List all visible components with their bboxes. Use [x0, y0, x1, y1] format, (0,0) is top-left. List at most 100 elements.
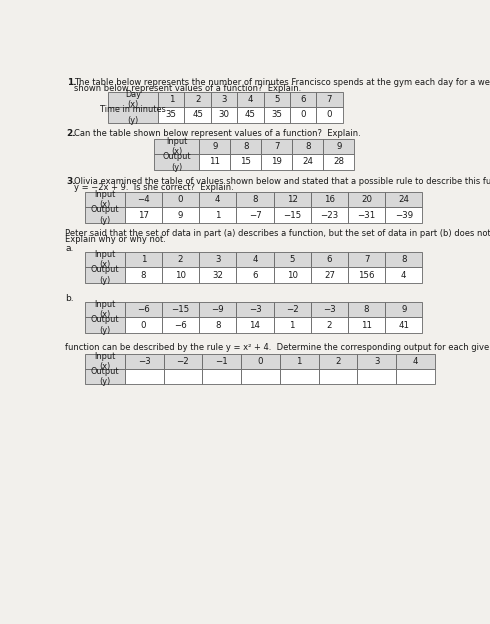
Bar — [348, 252, 385, 267]
Text: −9: −9 — [212, 305, 224, 314]
Text: 28: 28 — [333, 157, 344, 167]
Text: Output
(y): Output (y) — [162, 152, 191, 172]
Text: Day
(x): Day (x) — [125, 90, 141, 109]
Bar — [385, 318, 422, 333]
Bar — [230, 139, 261, 154]
Text: 2.: 2. — [67, 129, 76, 138]
Text: 6: 6 — [327, 255, 332, 264]
Text: Olivia examined the table of values shown below and stated that a possible rule : Olivia examined the table of values show… — [74, 177, 490, 185]
Text: a.: a. — [65, 244, 74, 253]
Text: function can be described by the rule y = x² + 4.  Determine the corresponding o: function can be described by the rule y … — [65, 343, 490, 352]
Text: −7: −7 — [248, 210, 261, 220]
Bar — [264, 107, 290, 123]
Bar — [125, 369, 164, 384]
Text: 1: 1 — [169, 95, 174, 104]
Text: −15: −15 — [172, 305, 190, 314]
Text: 9: 9 — [336, 142, 342, 151]
Bar — [311, 252, 348, 267]
Bar — [184, 92, 211, 107]
Text: 5: 5 — [274, 95, 279, 104]
Text: 4: 4 — [215, 195, 221, 204]
Bar — [273, 207, 311, 223]
Bar — [84, 302, 125, 318]
Text: 8: 8 — [305, 142, 311, 151]
Bar — [348, 318, 385, 333]
Bar — [199, 192, 236, 207]
Bar — [158, 92, 184, 107]
Text: −3: −3 — [248, 305, 261, 314]
Text: −1: −1 — [215, 357, 228, 366]
Bar — [273, 318, 311, 333]
Bar — [184, 107, 211, 123]
Text: 11: 11 — [361, 321, 372, 329]
Text: 41: 41 — [398, 321, 409, 329]
Bar — [273, 252, 311, 267]
Bar — [237, 92, 264, 107]
Bar — [241, 354, 280, 369]
Text: 2: 2 — [195, 95, 200, 104]
Text: 15: 15 — [240, 157, 251, 167]
Bar — [125, 302, 162, 318]
Text: shown below represent values of a function?  Explain.: shown below represent values of a functi… — [74, 84, 302, 93]
Text: 10: 10 — [175, 271, 186, 280]
Text: 20: 20 — [361, 195, 372, 204]
Bar — [199, 154, 230, 170]
Bar — [323, 139, 354, 154]
Text: Input
(x): Input (x) — [166, 137, 187, 156]
Bar — [273, 267, 311, 283]
Bar — [292, 154, 323, 170]
Bar — [211, 92, 237, 107]
Text: 8: 8 — [252, 195, 258, 204]
Text: 1.: 1. — [67, 78, 76, 87]
Text: 1: 1 — [215, 210, 221, 220]
Text: 45: 45 — [192, 110, 203, 119]
Text: 0: 0 — [258, 357, 263, 366]
Bar — [311, 207, 348, 223]
Text: 1: 1 — [290, 321, 295, 329]
Text: 8: 8 — [243, 142, 248, 151]
Bar — [199, 302, 236, 318]
Text: −3: −3 — [323, 305, 336, 314]
Bar — [199, 252, 236, 267]
Text: y = −2x + 9.  Is she correct?  Explain.: y = −2x + 9. Is she correct? Explain. — [74, 183, 234, 192]
Text: 4: 4 — [247, 95, 253, 104]
Bar — [162, 318, 199, 333]
Bar — [236, 267, 273, 283]
Text: Output
(y): Output (y) — [90, 315, 119, 335]
Text: 17: 17 — [138, 210, 149, 220]
Bar — [162, 252, 199, 267]
Bar — [199, 267, 236, 283]
Text: 24: 24 — [302, 157, 313, 167]
Text: −31: −31 — [358, 210, 376, 220]
Bar — [199, 207, 236, 223]
Bar — [316, 107, 343, 123]
Bar — [84, 318, 125, 333]
Bar — [125, 192, 162, 207]
Text: 7: 7 — [274, 142, 279, 151]
Bar — [261, 139, 292, 154]
Bar — [311, 192, 348, 207]
Text: 1: 1 — [141, 255, 146, 264]
Text: Can the table shown below represent values of a function?  Explain.: Can the table shown below represent valu… — [74, 129, 361, 138]
Bar — [162, 302, 199, 318]
Text: 11: 11 — [209, 157, 220, 167]
Bar — [237, 107, 264, 123]
Text: 24: 24 — [398, 195, 409, 204]
Bar — [162, 192, 199, 207]
Bar — [396, 354, 435, 369]
Text: 35: 35 — [271, 110, 282, 119]
Text: −2: −2 — [176, 357, 189, 366]
Text: Explain why or why not.: Explain why or why not. — [65, 235, 166, 244]
Text: Output
(y): Output (y) — [90, 367, 119, 386]
Text: −6: −6 — [137, 305, 150, 314]
Bar — [158, 107, 184, 123]
Text: 3.: 3. — [67, 177, 76, 185]
Bar — [199, 318, 236, 333]
Bar — [273, 302, 311, 318]
Text: 3: 3 — [221, 95, 227, 104]
Text: 7: 7 — [327, 95, 332, 104]
Text: Peter said that the set of data in part (a) describes a function, but the set of: Peter said that the set of data in part … — [65, 229, 490, 238]
Text: 12: 12 — [287, 195, 298, 204]
Bar — [318, 354, 357, 369]
Bar — [164, 369, 202, 384]
